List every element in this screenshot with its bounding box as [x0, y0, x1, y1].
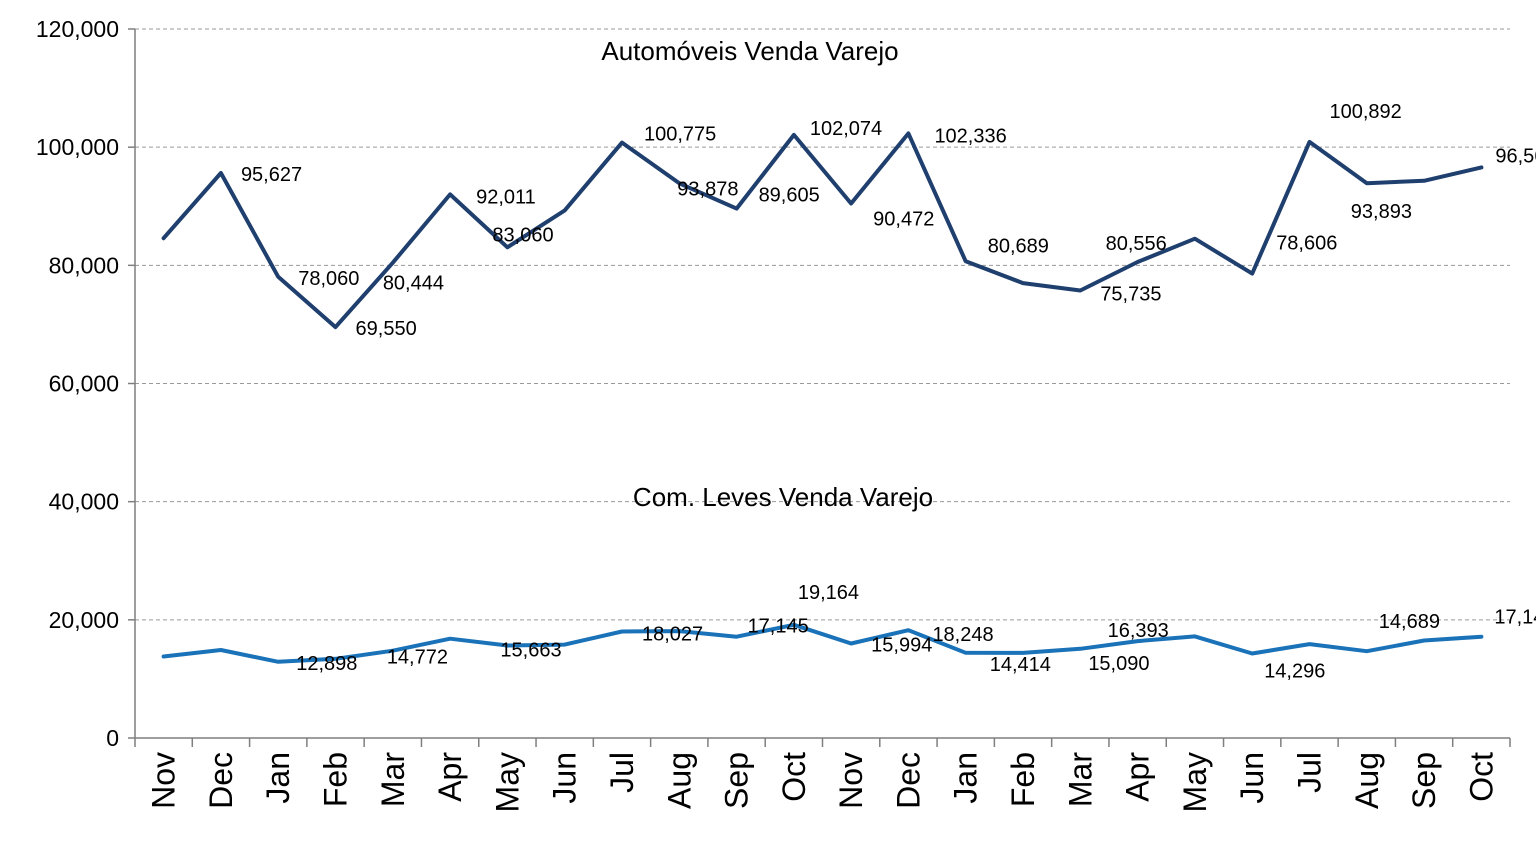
series-title-automoveis: Automóveis Venda Varejo	[601, 36, 898, 66]
data-label: 95,627	[241, 164, 302, 186]
data-label: 14,414	[990, 654, 1051, 676]
data-label: 96,569	[1495, 145, 1536, 167]
data-label: 14,296	[1264, 661, 1325, 683]
data-label: 90,472	[873, 208, 934, 230]
y-tick-label: 0	[106, 725, 119, 751]
x-tick-label: Sep	[1406, 752, 1442, 809]
x-tick-label: May	[489, 752, 525, 812]
x-tick-label: Aug	[1349, 752, 1385, 809]
series-line-com-leves	[161, 622, 1484, 664]
data-label: 19,164	[798, 582, 859, 604]
y-tick-label: 20,000	[49, 607, 119, 633]
data-label: 17,144	[1494, 607, 1536, 629]
data-label: 14,772	[387, 647, 448, 669]
x-tick-label: Mar	[1062, 752, 1098, 807]
data-label: 69,550	[356, 318, 417, 340]
y-tick-label: 40,000	[49, 489, 119, 515]
data-label: 15,663	[500, 639, 561, 661]
data-label: 100,892	[1329, 101, 1401, 123]
x-tick-label: Jul	[1291, 752, 1327, 793]
y-tick-label: 60,000	[49, 371, 119, 397]
x-tick-label: Jun	[547, 752, 583, 804]
series-line-automoveis	[161, 131, 1484, 330]
data-label: 93,878	[677, 178, 738, 200]
axes: 0 20,000 40,000 60,000 80,000 100,000 120,000 N…	[36, 16, 1511, 812]
x-tick-label: Jul	[604, 752, 640, 793]
x-tick-label: Feb	[1005, 752, 1041, 807]
series-lines	[161, 131, 1484, 664]
data-label: 16,393	[1108, 620, 1169, 642]
data-label: 100,775	[644, 124, 716, 146]
data-label: 80,444	[383, 273, 444, 295]
x-tick-label: Jun	[1234, 752, 1270, 804]
x-tick-label: Nov	[833, 752, 869, 809]
x-tick-label: Jan	[948, 752, 984, 804]
x-tick-label: Nov	[146, 752, 182, 809]
data-labels: 95,627 78,060 69,550 80,444 92,011 83,060 100,…	[241, 101, 1536, 683]
data-label: 18,027	[642, 623, 703, 645]
data-label: 93,893	[1351, 201, 1412, 223]
data-label: 14,689	[1379, 611, 1440, 633]
x-tick-label: Feb	[318, 752, 354, 807]
x-tick-label: Sep	[719, 752, 755, 809]
gridlines	[135, 28, 1510, 621]
x-tick-label: Apr	[1120, 752, 1156, 802]
x-tick-label: Dec	[203, 752, 239, 809]
data-label: 83,060	[492, 224, 553, 246]
x-tick-label: Oct	[776, 752, 812, 802]
data-label: 102,074	[810, 118, 882, 140]
x-tick-label: Mar	[375, 752, 411, 807]
data-label: 15,090	[1088, 653, 1149, 675]
data-label: 78,060	[298, 268, 359, 290]
x-tick-label: Aug	[661, 752, 697, 809]
y-tick-label: 100,000	[36, 134, 119, 160]
data-label: 78,606	[1276, 233, 1337, 255]
data-label: 15,994	[871, 635, 932, 657]
x-tick-label: Oct	[1463, 752, 1499, 802]
data-label: 17,145	[748, 616, 809, 638]
data-label: 18,248	[932, 624, 993, 646]
x-tick-label: May	[1177, 752, 1213, 812]
data-label: 80,689	[988, 235, 1049, 257]
data-label: 102,336	[934, 125, 1006, 147]
series-title-com-leves: Com. Leves Venda Varejo	[633, 482, 933, 512]
y-tick-label: 120,000	[36, 16, 119, 42]
data-label: 92,011	[476, 186, 536, 208]
x-tick-label: Dec	[890, 752, 926, 809]
data-label: 12,898	[296, 653, 357, 675]
x-tick-label: Jan	[260, 752, 296, 804]
y-tick-label: 80,000	[49, 252, 119, 278]
data-label: 89,605	[759, 185, 820, 207]
data-label: 75,735	[1100, 284, 1161, 306]
x-tick-label: Apr	[432, 752, 468, 802]
data-label: 80,556	[1106, 233, 1167, 255]
